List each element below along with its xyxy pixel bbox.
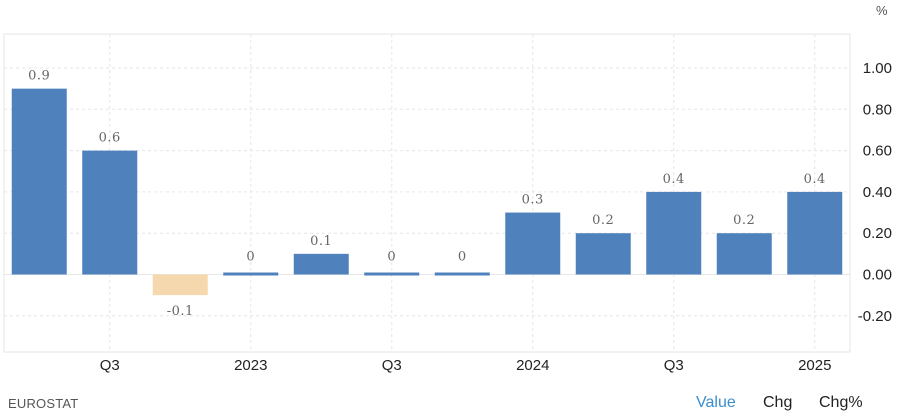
y-tick-label: 0.40 [863, 184, 892, 201]
y-tick-label: 1.00 [863, 60, 892, 77]
bar[interactable] [293, 253, 349, 275]
bar[interactable] [716, 233, 772, 275]
x-tick-label: 2023 [234, 357, 267, 374]
y-tick-label: 0.80 [863, 101, 892, 118]
data-label: 0 [246, 250, 255, 265]
data-label: 0.3 [522, 193, 544, 208]
tab-bar: Value Chg Chg% [0, 394, 900, 414]
bar[interactable] [152, 274, 208, 296]
bar[interactable] [505, 212, 561, 275]
data-label: 0.2 [592, 213, 614, 228]
bars [11, 88, 843, 296]
data-label: 0.9 [28, 69, 50, 84]
data-label: 0.2 [733, 213, 755, 228]
bar[interactable] [82, 150, 138, 275]
bar[interactable] [787, 191, 843, 275]
data-label: 0 [458, 250, 467, 265]
x-tick-label: Q3 [100, 357, 120, 374]
plot-frame [3, 33, 851, 353]
data-label: 0.1 [310, 234, 332, 249]
source-label: EUROSTAT [8, 396, 79, 411]
unit-label: % [876, 3, 888, 18]
x-tick-label: Q3 [382, 357, 402, 374]
tab-chg[interactable]: Chg [763, 394, 793, 411]
bar[interactable] [223, 272, 279, 276]
x-tick-label: 2025 [798, 357, 831, 374]
tab-value[interactable]: Value [696, 394, 736, 411]
y-axis-ticks: 1.00 0.80 0.60 0.40 0.20 0.00 -0.20 [858, 60, 892, 325]
y-tick-label: -0.20 [858, 308, 892, 325]
bar[interactable] [11, 88, 67, 275]
y-tick-label: 0.60 [863, 143, 892, 160]
bar[interactable] [646, 191, 702, 275]
data-label: 0 [387, 250, 396, 265]
x-tick-label: 2024 [516, 357, 549, 374]
data-label: 0.6 [99, 131, 121, 146]
data-labels: 0.9 0.6 -0.1 0 0.1 0 0 0.3 0.2 0.4 0.2 0.4 [28, 69, 826, 319]
grid-lines [3, 33, 851, 353]
bar[interactable] [364, 272, 420, 276]
bar[interactable] [434, 272, 490, 276]
y-tick-label: 0.20 [863, 225, 892, 242]
x-axis-ticks: Q3 2023 Q3 2024 Q3 2025 [100, 357, 832, 374]
data-label: -0.1 [167, 304, 194, 319]
x-tick-label: Q3 [664, 357, 684, 374]
data-label: 0.4 [804, 172, 826, 187]
data-label: 0.4 [663, 172, 685, 187]
y-tick-label: 0.00 [863, 267, 892, 284]
tab-chg-percent[interactable]: Chg% [819, 394, 863, 411]
bar[interactable] [575, 233, 631, 275]
